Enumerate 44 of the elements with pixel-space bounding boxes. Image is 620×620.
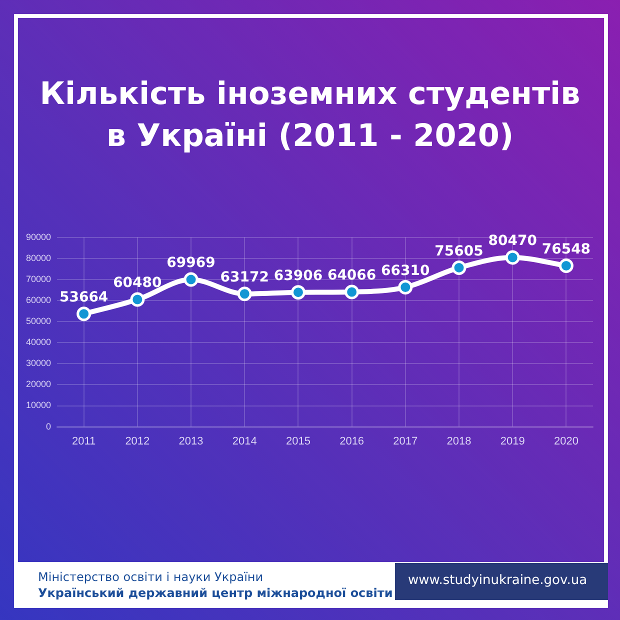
- point: [130, 292, 145, 307]
- x-tick-label: 2011: [72, 435, 96, 448]
- text: www.studyinukraine.gov.ua: [408, 573, 588, 588]
- x-tick-label: 2017: [393, 435, 418, 448]
- y-tick-label: 90000: [26, 232, 52, 242]
- y-tick-label: 10000: [26, 400, 52, 410]
- x-tick-label: 2014: [232, 435, 257, 448]
- data-label: 80470: [488, 233, 538, 250]
- x-tick-label: 2018: [446, 435, 472, 448]
- x-tick-label: 2020: [554, 435, 578, 448]
- y-tick-label: 50000: [26, 316, 52, 326]
- data-label: 63172: [220, 270, 269, 286]
- point: [237, 286, 252, 302]
- data-label: 66310: [381, 262, 430, 279]
- point: [290, 285, 306, 300]
- point: [398, 280, 413, 295]
- data-label: 76548: [542, 241, 591, 258]
- point: [452, 260, 466, 275]
- data-label: 53664: [59, 290, 108, 306]
- x-tick-label: 2013: [178, 435, 204, 448]
- x-tick-label: 2016: [340, 435, 364, 448]
- data-label: 63906: [274, 268, 323, 284]
- y-tick-label: 40000: [26, 337, 52, 348]
- point: [76, 306, 92, 322]
- x-tick-label: 2015: [286, 435, 310, 448]
- y-tick-label: 70000: [26, 274, 52, 284]
- y-tick-label: 0: [46, 421, 52, 432]
- chart-title: Кількість іноземних студентів в Україні (2011 - 2020): [38, 75, 582, 156]
- x-tick-label: 2012: [125, 435, 150, 448]
- point: [184, 272, 198, 287]
- x-tick-label: 2019: [500, 435, 525, 448]
- data-label: 60480: [113, 275, 162, 292]
- data-label: 64066: [327, 268, 376, 284]
- point: [505, 250, 520, 265]
- point: [344, 284, 360, 300]
- text: Міністерство освіти і науки України: [38, 570, 264, 584]
- data-label: 69969: [166, 255, 216, 272]
- y-tick-label: 80000: [26, 252, 52, 263]
- data-label: 75605: [434, 243, 484, 260]
- y-tick-label: 20000: [26, 379, 52, 390]
- point: [558, 258, 574, 273]
- y-tick-label: 30000: [26, 358, 52, 368]
- text: Український державний центр міжнародної освіти: [38, 586, 393, 600]
- y-tick-label: 60000: [26, 295, 52, 306]
